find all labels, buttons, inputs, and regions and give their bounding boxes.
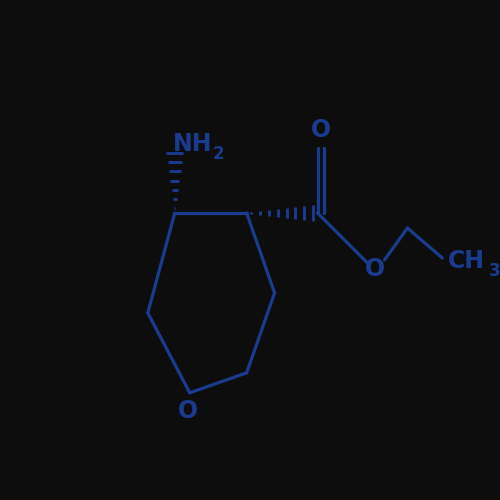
Text: O: O — [364, 257, 384, 281]
Text: CH: CH — [448, 249, 485, 273]
Text: 2: 2 — [213, 145, 224, 163]
Text: O: O — [310, 118, 330, 142]
Text: 3: 3 — [488, 262, 500, 280]
Text: NH: NH — [173, 132, 212, 156]
Text: O: O — [178, 399, 198, 423]
